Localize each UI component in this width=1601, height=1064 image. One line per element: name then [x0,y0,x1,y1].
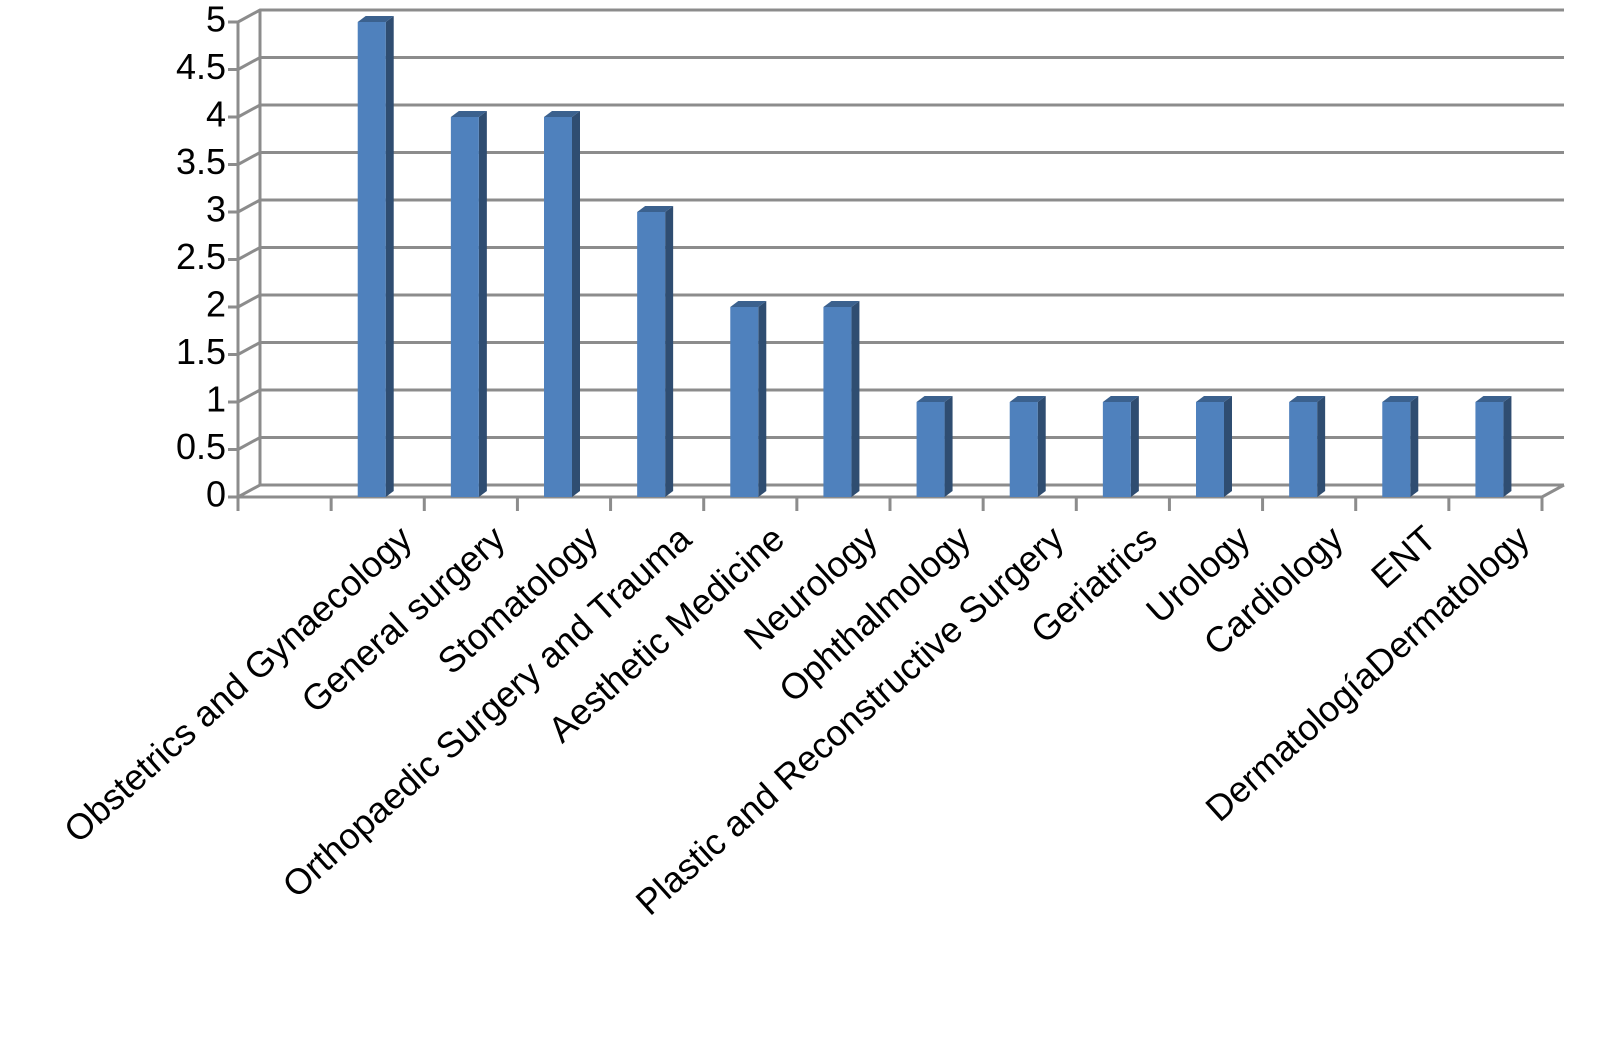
bar-top [1102,396,1139,402]
bar [1196,402,1224,497]
bar-top [1196,396,1232,402]
bar-side [665,206,674,497]
bar-side [572,111,580,497]
bar-top [544,111,580,117]
grid-line [237,293,1564,309]
bar [1009,402,1038,497]
bar-top [1382,396,1419,402]
grid-line [237,483,1564,499]
bar-top [730,301,767,307]
bar [1289,402,1318,497]
bar [1475,402,1504,497]
bar-side [1317,396,1326,497]
bar [450,117,479,497]
grid-line [237,8,1564,24]
bar [1382,402,1411,497]
bar [544,117,572,497]
y-tick-label: 2 [206,284,226,325]
x-tick-label: ENT [1363,518,1444,597]
y-tick-label: 4.5 [176,46,226,87]
bar-side [758,301,767,497]
bar-side [944,396,953,497]
grid-line [237,388,1564,404]
bar-side [1224,396,1232,497]
bar-side [1037,396,1046,497]
grid-line [237,246,1564,261]
bar-top [357,16,394,22]
y-tick-label: 4 [206,94,226,135]
bar-side [478,111,487,497]
y-tick-label: 2.5 [176,236,226,277]
bar-side [851,301,860,497]
grid-line [237,103,1564,119]
bar-top [1475,396,1512,402]
bar [730,307,759,497]
bar-side [385,16,394,497]
bar-top [637,206,674,212]
grid-line [237,198,1564,214]
y-tick-label: 3 [206,189,226,230]
y-tick-label: 3.5 [176,141,226,182]
bar [1102,402,1131,497]
bar [357,22,386,497]
bar-side [1130,396,1139,497]
bar-top [916,396,953,402]
grid-line [237,151,1564,166]
bar-side [1503,396,1512,497]
bar [823,307,852,497]
y-tick-label: 0 [206,474,226,515]
bar-top [450,111,487,117]
y-tick-label: 1.5 [176,331,226,372]
x-axis [238,483,1565,499]
bar-top [1009,396,1046,402]
bar-top [1289,396,1326,402]
grid-line [237,56,1564,71]
bar [637,212,666,497]
y-tick-label: 5 [206,0,226,40]
grid-line [237,341,1564,356]
grid-line [237,436,1564,451]
bar-side [1410,396,1419,497]
y-tick-label: 1 [206,379,226,420]
bar-top [823,301,860,307]
y-tick-label: 0.5 [176,426,226,467]
bar [916,402,945,497]
